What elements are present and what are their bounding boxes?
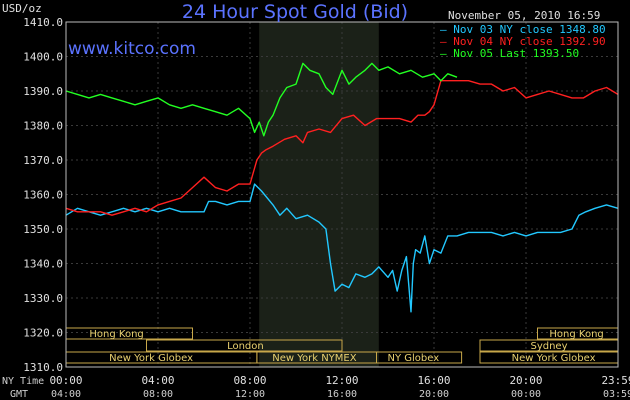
chart-title: 24 Hour Spot Gold (Bid)	[182, 1, 408, 23]
timestamp: November 05, 2010 16:59	[448, 9, 600, 22]
site-watermark: www.kitco.com	[68, 39, 196, 59]
gmt-label: GMT	[10, 389, 28, 400]
x-tick-ny: 08:00	[233, 374, 266, 387]
y-tick-label: 1400.0	[23, 51, 63, 64]
x-tick-ny: 04:00	[141, 374, 174, 387]
market-session-label: Hong Kong	[89, 329, 143, 340]
y-tick-label: 1330.0	[23, 292, 63, 305]
y-tick-label: 1320.0	[23, 327, 63, 340]
x-tick-gmt: 12:00	[235, 389, 265, 400]
nymex-session-shade	[259, 22, 379, 367]
series-line-2	[65, 62, 458, 137]
y-tick-label: 1410.0	[23, 16, 63, 29]
y-tick-label: 1350.0	[23, 223, 63, 236]
y-tick-label: 1360.0	[23, 189, 63, 202]
x-tick-ny: 00:00	[49, 374, 82, 387]
y-tick-label: 1340.0	[23, 258, 63, 271]
legend-entry-nov05: — Nov 05 Last 1393.50	[440, 47, 579, 60]
x-tick-ny: 16:00	[417, 374, 450, 387]
legend-entry-nov04: — Nov 04 NY close 1392.90	[440, 35, 606, 48]
market-session-label: New York NYMEX	[272, 353, 357, 364]
market-session-box	[376, 351, 463, 364]
plot-border	[65, 21, 619, 368]
market-session-label: New York Globex	[512, 353, 596, 364]
x-tick-gmt: 00:00	[511, 389, 541, 400]
ny-time-label: NY Time	[2, 376, 44, 387]
y-tick-label: 1310.0	[23, 361, 63, 374]
market-session-label: New York Globex	[109, 353, 193, 364]
legend-entry-nov03: — Nov 03 NY close 1348.80	[440, 23, 606, 36]
y-tick-label: 1370.0	[23, 154, 63, 167]
series-layer	[65, 62, 619, 313]
x-tick-gmt: 04:00	[51, 389, 81, 400]
market-session-label: Sydney	[530, 341, 567, 352]
y-axis-label: USD/oz	[2, 2, 42, 15]
y-tick-label: 1380.0	[23, 120, 63, 133]
x-tick-ny: 12:00	[325, 374, 358, 387]
plot-area	[259, 22, 379, 367]
x-tick-ny: 20:00	[509, 374, 542, 387]
market-session-label: NY Globex	[387, 353, 439, 364]
axes: 1410.0 1400.0 1390.0 1380.0 1370.0 1360.0 1350…	[23, 16, 630, 400]
x-tick-gmt: 16:00	[327, 389, 357, 400]
x-tick-gmt: 08:00	[143, 389, 173, 400]
x-tick-gmt: 03:59	[603, 389, 630, 400]
x-tick-ny: 23:59	[601, 374, 630, 387]
series-line-1	[65, 79, 619, 216]
market-session-label: Hong Kong	[549, 329, 603, 340]
market-session-box	[146, 339, 343, 352]
series-line-0	[65, 183, 619, 313]
y-tick-label: 1390.0	[23, 85, 63, 98]
market-session-label: London	[227, 341, 264, 352]
x-tick-gmt: 20:00	[419, 389, 449, 400]
